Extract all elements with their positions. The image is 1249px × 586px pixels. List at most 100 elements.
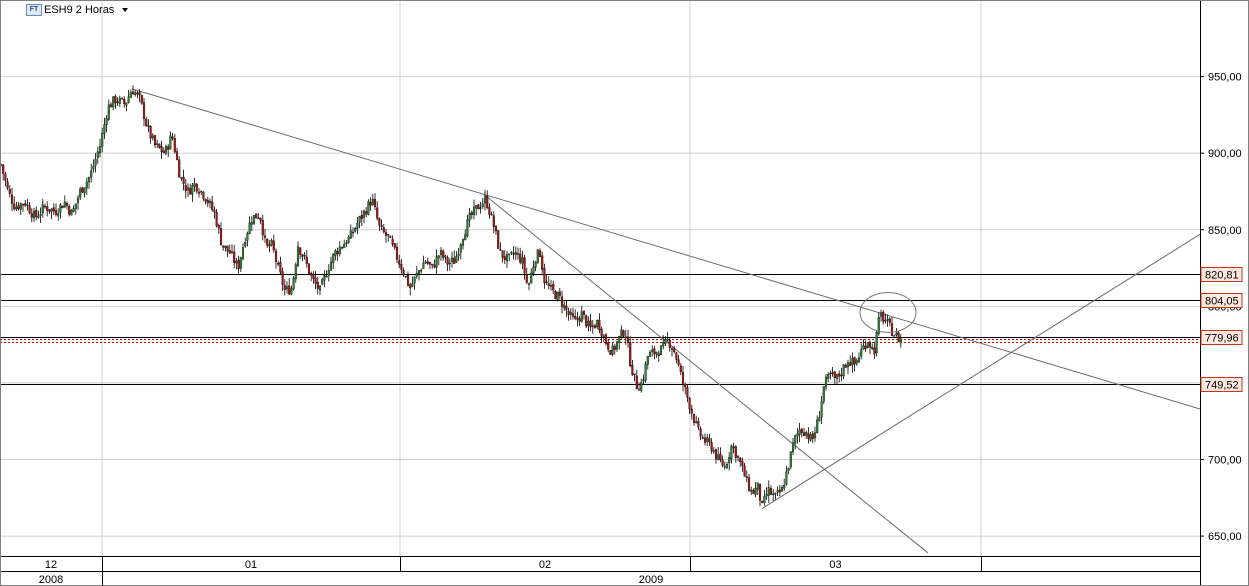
candle-up [459, 244, 462, 253]
candle-down [519, 253, 522, 263]
candle-up [235, 260, 238, 264]
y-tick-label: 700,00 [1208, 455, 1242, 467]
candle-down [288, 285, 291, 295]
candle-up [15, 206, 18, 210]
candle-down [237, 259, 240, 270]
candle-up [472, 206, 476, 216]
candle-down [541, 255, 544, 270]
candle-down [675, 352, 678, 360]
candle-down [752, 489, 755, 494]
candle-down [497, 230, 500, 249]
candle-down [741, 461, 744, 466]
candle-up [875, 332, 878, 354]
candle-down [314, 277, 317, 284]
candle-up [439, 249, 443, 255]
candle-up [816, 419, 819, 433]
candle-up [820, 401, 823, 418]
candle-down [442, 250, 445, 258]
candle-up [105, 118, 108, 125]
candle-down [382, 227, 385, 233]
candle-down [486, 195, 489, 208]
candle-up [732, 446, 735, 449]
candle-up [292, 277, 295, 290]
candle-down [268, 244, 271, 247]
candle-down [222, 245, 225, 248]
candle-down [182, 176, 185, 184]
candle-up [508, 253, 511, 256]
candle-up [763, 496, 766, 504]
candle-up [19, 203, 22, 210]
candle-up [347, 236, 350, 243]
candle-up [461, 239, 465, 246]
chevron-down-icon[interactable] [122, 8, 129, 12]
candle-down [217, 224, 220, 229]
candle-up [26, 204, 29, 206]
candle-down [116, 101, 119, 104]
month-label: 03 [829, 559, 841, 571]
candle-up [637, 389, 641, 391]
level-flag [1200, 377, 1243, 392]
candle-up [855, 360, 858, 364]
y-axis: 950,00900,00850,00800,00750,00700,00650,… [1200, 72, 1243, 543]
candle-up [730, 445, 733, 460]
candle-down [213, 209, 216, 213]
candle-up [241, 247, 245, 259]
candlesticks [0, 85, 902, 507]
candle-down [492, 215, 495, 228]
candle-down [758, 483, 762, 501]
candle-down [488, 207, 491, 215]
chart-header[interactable]: FT ESH9 2 Horas [26, 3, 129, 17]
candle-down [629, 342, 632, 367]
candle-up [180, 177, 183, 179]
candle-up [356, 222, 359, 229]
candle-down [613, 346, 616, 350]
candle-up [417, 270, 421, 275]
y-tick-label: 850,00 [1208, 225, 1242, 237]
candle-down [849, 362, 852, 366]
candle-up [107, 104, 110, 120]
candle-up [420, 269, 423, 272]
candle-down [35, 209, 38, 218]
candle-up [101, 133, 104, 147]
candle-down [657, 353, 660, 356]
candle-down [303, 255, 306, 257]
level-flag [1200, 293, 1243, 308]
candle-down [574, 316, 577, 319]
highlight-circle [859, 292, 917, 333]
candle-up [270, 240, 273, 246]
candle-up [424, 261, 427, 264]
candle-up [813, 432, 817, 439]
candle-up [774, 493, 777, 495]
candle-down [501, 250, 504, 258]
candle-up [466, 219, 469, 237]
horizontal-levels[interactable] [0, 274, 1200, 385]
candle-down [778, 489, 781, 493]
candle-up [765, 494, 768, 497]
candle-down [345, 242, 348, 244]
candle-up [415, 272, 418, 277]
candle-down [560, 296, 564, 307]
candle-down [609, 350, 612, 355]
candle-down [365, 211, 368, 215]
year-label: 2009 [639, 574, 663, 586]
trendlines[interactable] [131, 88, 1201, 554]
candle-up [479, 207, 482, 209]
candle-up [230, 251, 234, 253]
candle-down [8, 189, 11, 194]
candle-down [204, 198, 207, 202]
candle-down [701, 437, 704, 439]
candle-up [57, 213, 60, 216]
candle-down [714, 449, 718, 460]
candle-down [369, 202, 372, 206]
candle-down [604, 334, 608, 344]
candle-down [470, 212, 473, 215]
candle-up [354, 228, 357, 232]
candle-down [761, 500, 764, 503]
candle-down [743, 465, 746, 477]
candle-down [571, 313, 575, 317]
y-tick-label: 900,00 [1208, 148, 1242, 160]
candle-up [50, 208, 53, 212]
candle-down [538, 250, 542, 257]
candle-up [745, 476, 748, 479]
